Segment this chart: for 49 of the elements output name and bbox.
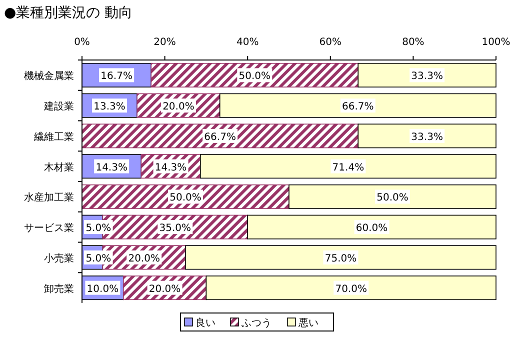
y-tick-label: 小売業 [44, 252, 74, 264]
y-tick-label: 卸売業 [44, 282, 74, 295]
data-label: 71.4% [332, 162, 364, 174]
data-label: 50.0% [170, 192, 202, 204]
y-tick-label: 繊維工業 [33, 130, 74, 143]
bar [247, 214, 496, 240]
legend-label: 良い [196, 317, 216, 329]
data-label: 5.0% [86, 223, 112, 234]
data-label: 5.0% [86, 253, 112, 264]
y-tick-label: 機械金属業 [24, 70, 74, 82]
y-tick-label: サービス業 [24, 222, 74, 234]
data-label: 16.7% [100, 71, 132, 82]
data-label: 33.3% [411, 71, 443, 82]
x-tick-label: 0% [74, 37, 90, 48]
data-label: 13.3% [94, 102, 126, 113]
x-tick-label: 100% [482, 37, 510, 48]
x-tick-label: 20% [154, 37, 176, 48]
data-label: 14.3% [96, 162, 128, 174]
data-label: 33.3% [411, 132, 443, 143]
bar [206, 276, 496, 300]
legend-label: 悪い [298, 318, 318, 329]
data-label: 70.0% [335, 284, 367, 295]
chart-title: ●業種別業況の 動向 [4, 5, 133, 21]
y-tick-label: 木材業 [44, 161, 74, 174]
y-tick-label: 建設業 [43, 100, 74, 113]
legend-label: ふつう [240, 318, 272, 329]
bar [200, 154, 496, 179]
y-tick-label: 水産加工業 [24, 192, 74, 204]
data-label: 60.0% [356, 223, 388, 234]
bar [82, 184, 290, 209]
data-label: 35.0% [159, 223, 192, 234]
data-label: 10.0% [86, 284, 119, 295]
data-label: 66.7% [204, 132, 236, 143]
data-label: 50.0% [238, 71, 271, 82]
data-label: 20.0% [162, 102, 194, 113]
bar [219, 93, 496, 118]
bar [150, 62, 359, 88]
data-label: 20.0% [148, 284, 181, 295]
data-label: 66.7% [342, 102, 374, 113]
data-label: 50.0% [376, 192, 408, 204]
x-tick-label: 40% [236, 37, 259, 48]
data-label: 75.0% [324, 253, 357, 264]
data-label: 20.0% [128, 253, 160, 264]
bar [82, 124, 359, 148]
data-label: 14.3% [154, 162, 187, 174]
x-tick-label: 80% [402, 37, 424, 48]
bar [185, 245, 496, 270]
x-tick-label: 60% [319, 37, 342, 48]
bar [288, 184, 496, 209]
